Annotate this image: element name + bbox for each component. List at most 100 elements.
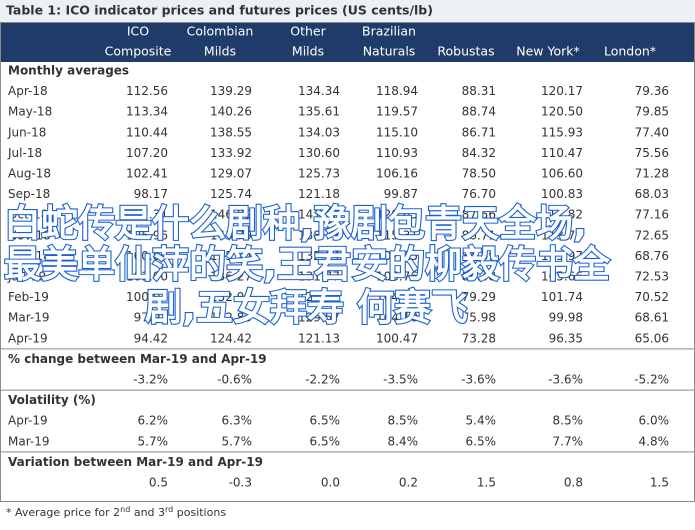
cell: 87.56	[462, 208, 496, 222]
column-header: London*	[604, 44, 656, 59]
cell: 107.20	[126, 146, 168, 160]
cell: 113.34	[126, 105, 168, 119]
cell: 8.5%	[553, 414, 584, 428]
cell: 120.65	[376, 208, 418, 222]
cell: 129.57	[298, 311, 340, 325]
cell: 78.50	[462, 167, 496, 181]
column-header: New York*	[516, 44, 580, 59]
column-header: Robustas	[437, 44, 494, 59]
cell: 132.95	[210, 290, 252, 304]
cell: 70.52	[635, 290, 669, 304]
overlay-text: 剧,五女拜寿 何赛飞	[145, 286, 468, 329]
footnote: * Average price for 2nd and 3rd position…	[6, 505, 226, 520]
column-header: Colombian	[187, 24, 254, 39]
row-label: Nov-18	[8, 228, 51, 242]
cell: 134.03	[298, 125, 340, 139]
row-label: May-18	[8, 105, 52, 119]
cell: 71.28	[635, 167, 669, 181]
overlay-text: 白蛇传是什么剧种,豫剧包青天全场,	[4, 202, 587, 245]
cell: 77.40	[635, 125, 669, 139]
section-title: Monthly averages	[8, 64, 129, 78]
cell: 0.5	[149, 476, 168, 490]
row-label: Apr-19	[8, 331, 48, 345]
cell: -0.3	[229, 476, 252, 490]
cell: -3.2%	[133, 373, 168, 387]
footnote-part: rd	[165, 505, 173, 514]
column-header: Other	[290, 24, 326, 39]
cell: 125.74	[210, 187, 252, 201]
cell: 130.60	[298, 146, 340, 160]
cell: 107.31	[126, 208, 168, 222]
header-row	[0, 22, 695, 62]
cell: 88.31	[462, 84, 496, 98]
cell: -2.2%	[305, 373, 340, 387]
cell: 79.36	[635, 84, 669, 98]
cell: 100.84	[126, 249, 168, 263]
footnote-part: * Average price for 2	[6, 506, 120, 519]
cell: 68.76	[635, 249, 669, 263]
cell: 86.71	[462, 125, 496, 139]
row-label: Mar-19	[8, 311, 49, 325]
row-label: Jun-18	[7, 125, 46, 139]
section-title: Variation between Mar-19 and Apr-19	[8, 455, 263, 469]
footnote-part: and 3	[130, 506, 165, 519]
title-bar	[0, 0, 695, 22]
cell: 113.70	[541, 228, 583, 242]
row-label: Jan-19	[7, 270, 46, 284]
cell: 79.29	[462, 290, 496, 304]
cell: 1.5	[477, 476, 496, 490]
cell: 115.93	[541, 125, 583, 139]
cell: 0.0	[321, 476, 340, 490]
cell: 124.42	[210, 331, 252, 345]
cell: 72.65	[635, 228, 669, 242]
cell: 6.0%	[639, 414, 670, 428]
cell: 139.29	[210, 84, 252, 98]
cell: 99.98	[549, 311, 583, 325]
column-header: ICO	[127, 24, 149, 39]
cell: 0.8	[564, 476, 583, 490]
cell: 5.7%	[222, 434, 253, 448]
section-title: % change between Mar-19 and Apr-19	[8, 352, 267, 366]
cell: 79.85	[635, 105, 669, 119]
cell: 84.09	[462, 249, 496, 263]
cell: 141.76	[298, 208, 340, 222]
cell: 98.17	[134, 187, 168, 201]
cell: 120.17	[541, 84, 583, 98]
cell: 140.26	[210, 105, 252, 119]
row-label: Oct-18	[8, 208, 48, 222]
column-header: Brazilian	[362, 24, 416, 39]
cell: 120.50	[541, 105, 583, 119]
column-header: Naturals	[363, 44, 416, 59]
cell: 105.97	[541, 249, 583, 263]
cell: 6.5%	[466, 434, 497, 448]
cell: 5.7%	[138, 434, 169, 448]
cell: 100.02	[126, 290, 168, 304]
cell: 8.5%	[388, 414, 419, 428]
cell: 5.4%	[466, 414, 497, 428]
cell: 110.93	[376, 146, 418, 160]
cell: 6.5%	[310, 414, 341, 428]
cell: -0.6%	[217, 373, 252, 387]
cell: 1.5	[650, 476, 669, 490]
cell: 136.27	[210, 270, 252, 284]
cell: 105.96	[126, 228, 168, 242]
cell: 97.91	[134, 311, 168, 325]
cell: 134.34	[298, 84, 340, 98]
cell: 132.04	[298, 249, 340, 263]
row-label: Mar-19	[8, 434, 49, 448]
cell: 104.10	[376, 311, 418, 325]
column-header: Milds	[204, 44, 236, 59]
cell: -3.6%	[461, 373, 496, 387]
cell: 105.66	[541, 270, 583, 284]
cell: 96.35	[549, 331, 583, 345]
column-header: Composite	[105, 44, 172, 59]
cell: 106.76	[376, 270, 418, 284]
cell: 68.61	[635, 311, 669, 325]
row-label: Sep-18	[8, 187, 50, 201]
cell: 84.48	[462, 270, 496, 284]
cell: 119.57	[376, 105, 418, 119]
cell: 110.47	[541, 146, 583, 160]
overlay-text: 最美单仙萍的笑,王君安的柳毅传书全	[4, 243, 611, 286]
